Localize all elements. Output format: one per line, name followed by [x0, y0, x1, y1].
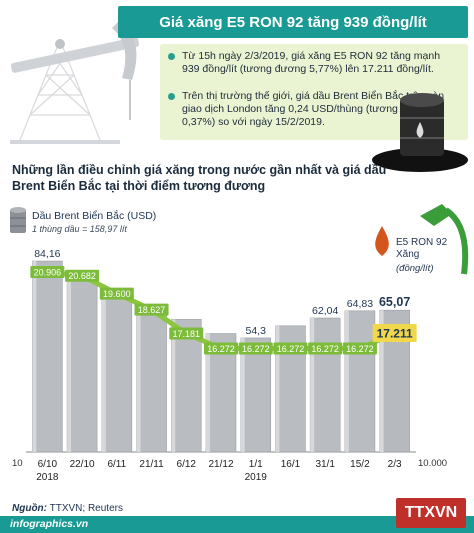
e5-point-label: 16.272 [277, 344, 305, 354]
bar-value-label: 64,83 [347, 298, 373, 310]
site-link[interactable]: infographics.vn [10, 518, 89, 530]
bar-value-label: 65,07 [379, 295, 410, 309]
e5-point-box [30, 266, 65, 279]
bar-highlight [379, 310, 384, 452]
e5-point-label: 16.272 [311, 344, 339, 354]
x-tick-label: 21/12 [208, 459, 233, 470]
e5-point-box [99, 287, 134, 300]
info-box: Từ 15h ngày 2/3/2019, giá xăng E5 RON 92… [160, 44, 468, 140]
x-tick-label: 21/11 [139, 459, 164, 470]
e5-point-label: 20.906 [34, 268, 62, 278]
e5-point-label: 18.627 [138, 305, 166, 315]
footer-bar [0, 516, 474, 533]
fuel-nozzle-icon [375, 204, 469, 275]
bar-highlight [32, 261, 37, 452]
bullet-icon [168, 93, 175, 100]
x-tick-label: 22/10 [70, 459, 95, 470]
bar-highlight [171, 319, 176, 452]
e5-point-box [169, 327, 204, 340]
x-tick-label: 2/3 [388, 459, 402, 470]
left-axis-min-label: 10 [12, 458, 23, 469]
barrel-icon [10, 207, 26, 233]
year-label: 2018 [36, 472, 59, 483]
bar [66, 271, 98, 453]
e5-point-label: 16.272 [346, 344, 374, 354]
page-title: Giá xăng E5 RON 92 tăng 939 đồng/lít [118, 6, 468, 38]
bar-highlight [101, 293, 106, 452]
bar-highlight [310, 317, 315, 452]
e5-point-label: 20.682 [68, 271, 96, 281]
bar [170, 319, 202, 453]
x-tick-label: 15/2 [350, 459, 370, 470]
e5-point-label: 17.211 [377, 327, 413, 341]
bar-highlight [275, 325, 280, 452]
year-label: 2019 [245, 472, 268, 483]
bar [309, 317, 341, 453]
x-tick-label: 6/12 [177, 459, 197, 470]
ttxvn-logo: TTXVN [396, 498, 466, 528]
x-tick-label: 6/11 [107, 459, 126, 470]
info-item: Từ 15h ngày 2/3/2019, giá xăng E5 RON 92… [168, 50, 460, 76]
e5-point-box [372, 324, 417, 343]
e5-point-box [342, 342, 377, 355]
x-tick-label: 1/1 [249, 459, 263, 470]
bar-value-label: 84,16 [34, 248, 60, 260]
x-tick-label: 16/1 [281, 459, 301, 470]
bar-value-label: 54,3 [246, 325, 267, 337]
bar [101, 293, 133, 453]
info-item: Trên thị trường thế giới, giá dầu Brent … [168, 90, 460, 129]
e5-point-box [273, 342, 308, 355]
e5-point-box [238, 342, 273, 355]
bar [240, 337, 272, 453]
bar-highlight [240, 337, 245, 452]
legend-e5-unit: (đồng/lít) [396, 263, 434, 274]
legend-e5-label: E5 RON 92 Xăng [396, 237, 448, 260]
source-line: Nguồn: TTXVN; Reuters [12, 503, 123, 514]
e5-point-label: 16.272 [242, 344, 270, 354]
e5-point-box [134, 303, 169, 316]
e5-point-label: 16.272 [207, 344, 235, 354]
bar-highlight [136, 311, 141, 452]
e5-point-box [65, 269, 100, 282]
x-tick-label: 6/10 [38, 459, 58, 470]
bar [136, 311, 167, 453]
e5-point-label: 17.181 [173, 329, 201, 339]
e5-point-label: 19.600 [103, 289, 131, 299]
legend-brent-note: 1 thùng dầu = 158,97 lít [32, 224, 127, 234]
bar-highlight [344, 310, 349, 452]
oil-barrel-illustration [372, 93, 468, 172]
bar [32, 260, 63, 453]
source-label: Nguồn: [12, 503, 47, 514]
chart-headline: Những lần điều chỉnh giá xăng trong nước… [12, 163, 387, 193]
bar-highlight [206, 333, 210, 452]
x-tick-label: 31/1 [315, 459, 335, 470]
bar-highlight [67, 271, 72, 452]
bullet-icon [168, 53, 175, 60]
legend-brent-label: Dầu Brent Biển Bắc (USD) [32, 210, 157, 222]
right-axis-min-label: 10.000 [418, 458, 448, 469]
source-value: TTXVN; Reuters [49, 503, 123, 514]
e5-point-box [204, 342, 238, 355]
e5-point-box [308, 342, 343, 355]
bar-value-label: 62,04 [312, 305, 338, 317]
bar [344, 310, 376, 453]
